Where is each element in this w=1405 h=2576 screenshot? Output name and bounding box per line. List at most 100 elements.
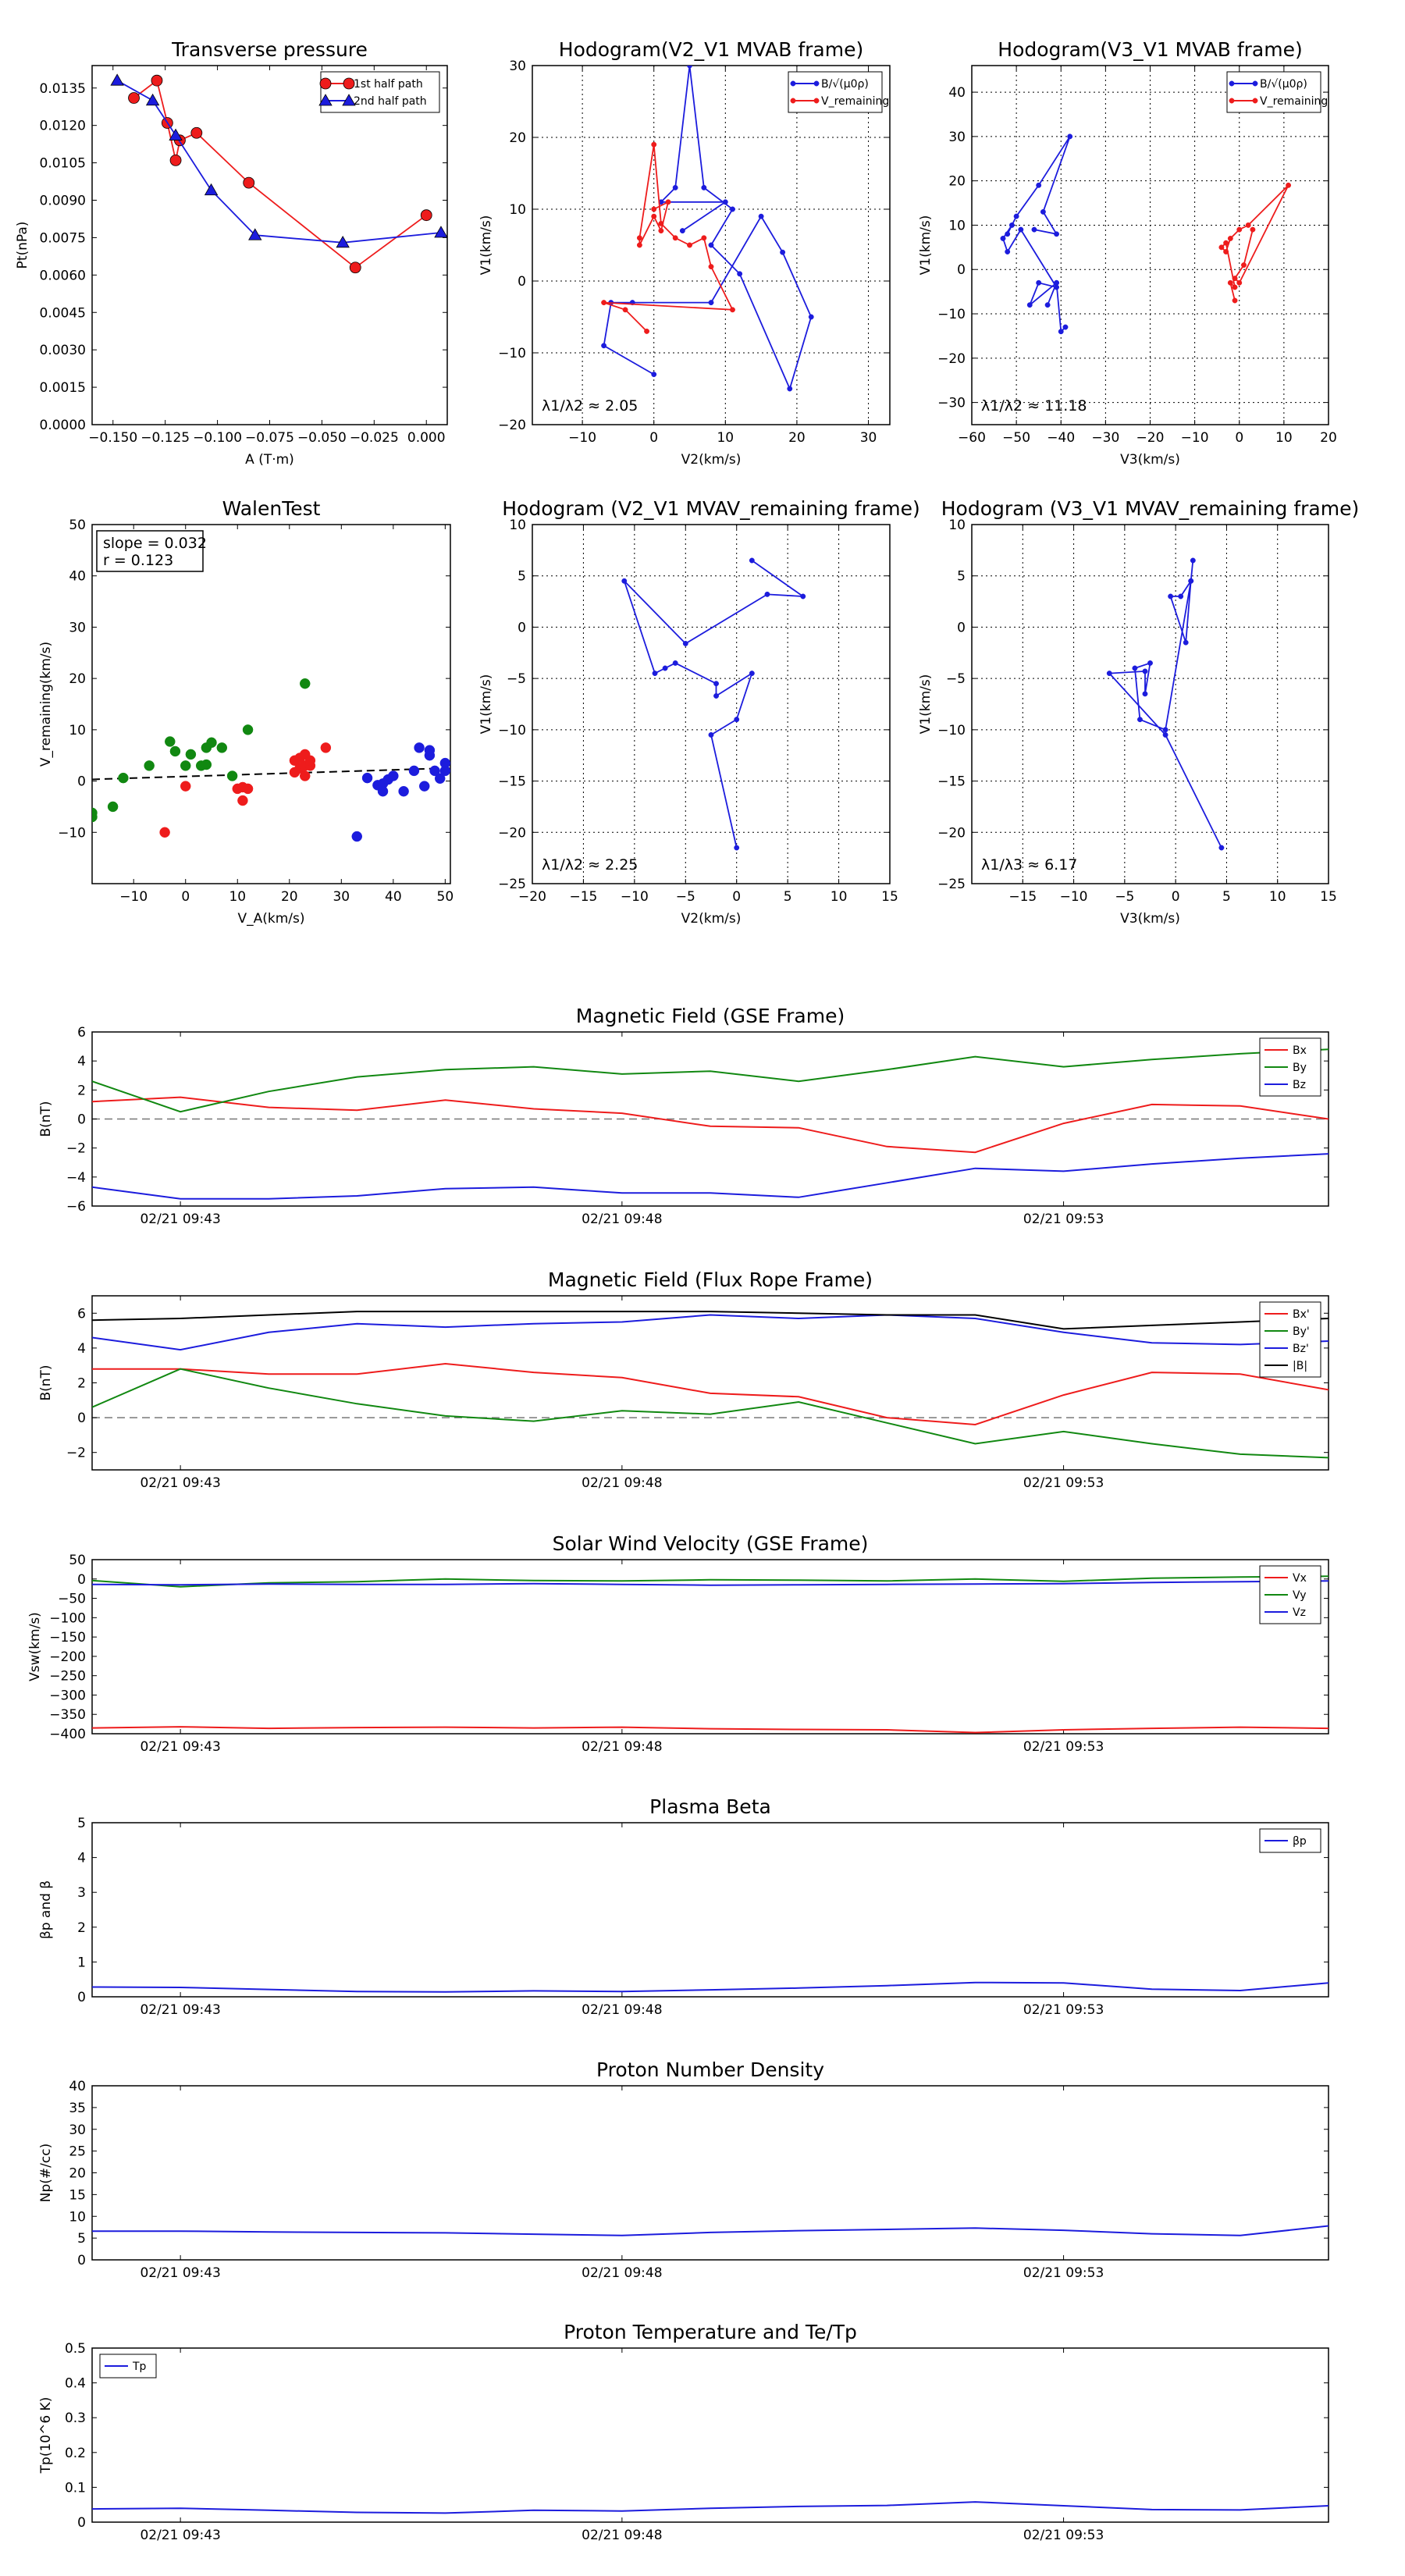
data-point — [349, 262, 361, 274]
legend-label: |B| — [1293, 1360, 1307, 1372]
data-point — [420, 209, 432, 222]
data-point — [1245, 222, 1251, 228]
chart-vsw: Solar Wind Velocity (GSE Frame) 02/21 09:… — [27, 1532, 1329, 1755]
data-point — [1218, 845, 1225, 851]
y-tick-label: 0.0030 — [40, 343, 86, 358]
x-tick-label: 02/21 09:43 — [140, 2002, 220, 2018]
x-tick-label: 02/21 09:48 — [582, 2002, 662, 2018]
data-point — [1190, 557, 1196, 564]
y-tick-label: −6 — [66, 1199, 86, 1215]
y-tick-label: 0 — [957, 620, 966, 635]
x-axis-label: V2(km/s) — [681, 452, 742, 468]
y-tick-label: 20 — [69, 2166, 86, 2182]
legend-label: βp — [1293, 1835, 1307, 1848]
annotation-text: r = 0.123 — [103, 552, 173, 569]
y-tick-label: −10 — [498, 723, 526, 738]
data-point — [1062, 324, 1069, 330]
series-green — [92, 678, 311, 823]
y-tick-label: −200 — [49, 1649, 86, 1665]
y-tick-label: 0.3 — [65, 2411, 86, 2426]
y-tick-label: −400 — [49, 1727, 86, 1742]
data-point — [730, 206, 735, 212]
data-point — [682, 641, 688, 646]
y-tick-label: 2 — [77, 1083, 86, 1098]
series-blue — [351, 742, 450, 842]
legend-label: Vx — [1293, 1572, 1307, 1585]
y-tick-label: 0.5 — [65, 2341, 86, 2357]
y-tick-label: 6 — [77, 1306, 86, 1322]
legend-frame — [1226, 71, 1321, 113]
y-tick-label: 0.0105 — [40, 156, 86, 172]
x-tick-label: −0.075 — [245, 430, 294, 446]
y-tick-label: 0.0045 — [40, 305, 86, 321]
plot-area — [92, 678, 450, 842]
data-point — [434, 773, 446, 785]
y-tick-label: 2 — [77, 1920, 86, 1936]
y-axis-label: B(nT) — [38, 1101, 54, 1137]
y-tick-label: 10 — [69, 2209, 86, 2225]
y-tick-label: 0.0090 — [40, 194, 86, 209]
series-Tp — [92, 2501, 1329, 2514]
data-point — [185, 749, 197, 760]
x-axis-label: V2(km/s) — [681, 911, 742, 927]
x-tick-label: −20 — [1136, 430, 1165, 446]
legend-marker — [1229, 80, 1235, 87]
legend-label: 1st half path — [354, 78, 423, 91]
y-tick-label: 0 — [77, 2253, 86, 2268]
x-tick-label: −0.050 — [297, 430, 347, 446]
y-tick-label: 0.0000 — [40, 418, 86, 433]
x-axis-label: A (T·m) — [245, 452, 294, 468]
data-point — [151, 74, 163, 87]
data-point — [248, 228, 262, 240]
series-line — [92, 1575, 1329, 1588]
y-tick-label: 0.0120 — [40, 119, 86, 134]
data-point — [1132, 665, 1138, 671]
chart-title: Proton Number Density — [596, 2058, 824, 2081]
data-point — [621, 578, 628, 584]
y-tick-label: −30 — [937, 396, 966, 411]
series-line — [92, 2501, 1329, 2514]
y-tick-label: −15 — [498, 774, 526, 790]
x-tick-label: −50 — [1002, 430, 1030, 446]
series-line — [92, 1981, 1329, 1993]
y-tick-label: 30 — [509, 59, 526, 74]
data-point — [1008, 222, 1015, 228]
data-point — [336, 235, 350, 248]
data-point — [652, 671, 658, 677]
data-point — [424, 745, 436, 756]
series-V_remaining — [1218, 182, 1292, 304]
legend: Tp — [99, 2354, 157, 2379]
y-axis-label: Vsw(km/s) — [27, 1612, 43, 1681]
data-point — [408, 765, 420, 777]
x-tick-label: 0 — [1235, 430, 1243, 446]
fit-line — [92, 767, 450, 781]
annotation-text: λ1/λ3 ≈ 6.17 — [981, 856, 1077, 873]
series-Vz — [92, 1580, 1329, 1586]
data-point — [1005, 249, 1011, 254]
data-point — [92, 811, 98, 823]
x-tick-label: 20 — [788, 430, 806, 446]
y-tick-label: 0 — [518, 274, 526, 290]
y-tick-label: −20 — [498, 418, 526, 433]
annotation-frame — [96, 530, 204, 572]
y-tick-label: −300 — [49, 1688, 86, 1703]
y-tick-label: −250 — [49, 1669, 86, 1685]
series-By' — [92, 1368, 1329, 1459]
data-point — [662, 665, 668, 671]
x-tick-label: 02/21 09:53 — [1023, 1475, 1104, 1491]
y-tick-label: 0 — [77, 1112, 86, 1128]
data-point — [414, 742, 425, 753]
series-line — [1108, 560, 1222, 849]
y-axis-label: V1(km/s) — [478, 215, 494, 276]
plot-area — [92, 2225, 1329, 2236]
legend-label: B/√(μ0ρ) — [1260, 78, 1307, 91]
data-point — [780, 249, 786, 255]
x-tick-label: 02/21 09:48 — [582, 1475, 662, 1491]
data-point — [351, 831, 363, 842]
legend-marker — [1252, 98, 1258, 104]
data-point — [722, 199, 728, 205]
y-axis-label: V1(km/s) — [918, 674, 934, 735]
y-tick-label: 40 — [69, 2079, 86, 2094]
y-tick-label: 0 — [77, 1572, 86, 1588]
x-tick-label: 30 — [333, 889, 350, 905]
